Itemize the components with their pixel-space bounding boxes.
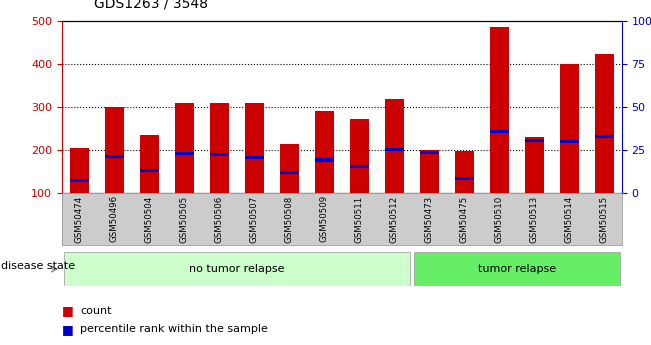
Bar [245,103,264,193]
Bar [105,107,124,193]
Bar [70,148,89,193]
Bar [280,144,299,193]
Text: count: count [80,306,111,315]
Text: GSM50504: GSM50504 [145,195,154,243]
Bar [350,165,369,168]
Bar [490,130,509,133]
Text: GSM50512: GSM50512 [390,195,399,243]
Bar [105,155,124,158]
Bar [245,156,264,159]
Bar [413,252,620,286]
Text: GSM50474: GSM50474 [75,195,84,243]
Bar [70,179,89,182]
Text: GSM50506: GSM50506 [215,195,224,243]
Bar [525,139,544,142]
Text: ■: ■ [62,304,74,317]
Text: ■: ■ [62,323,74,336]
Text: tumor relapse: tumor relapse [478,264,556,274]
Bar [314,158,334,161]
Bar [140,169,159,172]
Bar [420,151,439,154]
Bar [594,135,614,138]
Bar [385,99,404,193]
Text: no tumor relapse: no tumor relapse [189,264,284,274]
Text: GDS1263 / 3548: GDS1263 / 3548 [94,0,208,10]
Bar [140,135,159,193]
Text: GSM50505: GSM50505 [180,195,189,243]
Bar [490,27,509,193]
Bar [64,252,410,286]
Bar [560,140,579,143]
Bar [454,177,474,180]
Text: GSM50513: GSM50513 [530,195,539,243]
Text: GSM50496: GSM50496 [110,195,119,243]
Bar [594,55,614,193]
Bar [210,153,229,156]
Bar [385,148,404,151]
Text: percentile rank within the sample: percentile rank within the sample [80,325,268,334]
Bar [454,151,474,193]
Text: disease state: disease state [1,261,76,270]
Text: GSM50508: GSM50508 [284,195,294,243]
Text: GSM50515: GSM50515 [600,195,609,243]
Text: GSM50514: GSM50514 [564,195,574,243]
Bar [560,64,579,193]
Text: GSM50473: GSM50473 [424,195,434,243]
Bar [350,119,369,193]
Bar [525,137,544,193]
Text: GSM50509: GSM50509 [320,195,329,243]
Text: GSM50507: GSM50507 [250,195,259,243]
Text: GSM50510: GSM50510 [495,195,504,243]
Bar [314,111,334,193]
Bar [174,152,194,155]
Bar [210,103,229,193]
Bar [420,150,439,193]
Text: GSM50511: GSM50511 [355,195,364,243]
Bar [280,171,299,174]
Text: GSM50475: GSM50475 [460,195,469,243]
Bar [174,103,194,193]
